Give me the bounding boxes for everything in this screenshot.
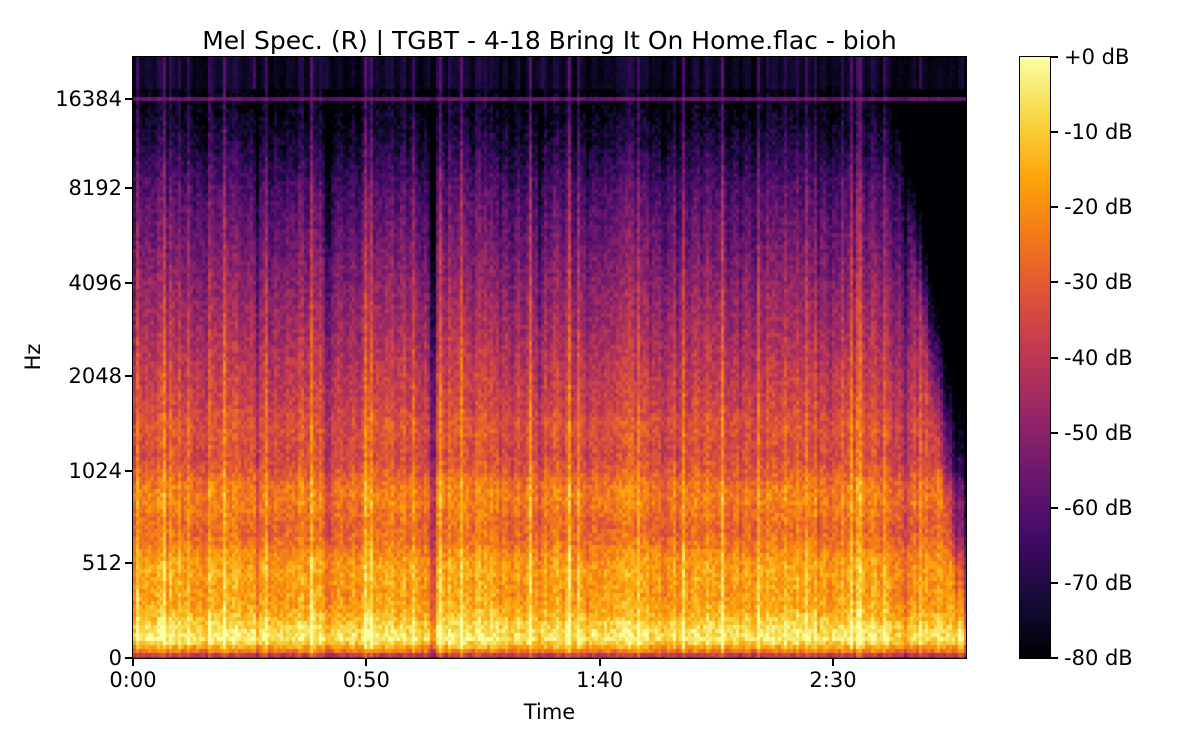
- colorbar-tick-mark: [1051, 131, 1058, 134]
- y-tick-label: 0: [108, 646, 122, 670]
- colorbar-tick-label: -70 dB: [1064, 570, 1133, 595]
- y-tick-mark: [125, 562, 132, 565]
- colorbar-tick-label: -20 dB: [1064, 195, 1133, 220]
- x-tick-label: 0:00: [109, 668, 157, 692]
- y-tick-label: 1024: [68, 458, 122, 483]
- y-tick-mark: [125, 97, 132, 100]
- colorbar-tick-label: -30 dB: [1064, 270, 1133, 295]
- y-tick-mark: [125, 281, 132, 284]
- colorbar-tick-mark: [1051, 431, 1058, 434]
- x-tick-mark: [132, 659, 134, 666]
- y-tick-label: 512: [81, 551, 122, 576]
- colorbar-tick-mark: [1051, 657, 1058, 659]
- x-tick-mark: [832, 659, 834, 666]
- colorbar-tick-mark: [1051, 356, 1058, 359]
- x-tick-mark: [598, 659, 601, 666]
- colorbar-tick-mark: [1051, 206, 1058, 209]
- y-tick-mark: [125, 657, 132, 659]
- colorbar-tick-mark: [1051, 56, 1058, 58]
- colorbar: [1019, 56, 1051, 659]
- y-tick-mark: [125, 374, 132, 377]
- colorbar-tick-label: -10 dB: [1064, 120, 1133, 145]
- y-tick-label: 2048: [68, 363, 122, 388]
- colorbar-tick-mark: [1051, 281, 1058, 284]
- colorbar-tick-label: -40 dB: [1064, 345, 1133, 370]
- x-tick-mark: [365, 659, 368, 666]
- colorbar-tick-label: -50 dB: [1064, 420, 1133, 445]
- x-tick-label: 0:50: [342, 668, 390, 692]
- colorbar-gradient: [1020, 57, 1050, 658]
- y-tick-label: 16384: [55, 86, 122, 111]
- colorbar-tick-label: +0 dB: [1064, 45, 1130, 69]
- x-tick-label: 1:40: [576, 668, 624, 692]
- colorbar-tick-label: -60 dB: [1064, 495, 1133, 520]
- colorbar-tick-mark: [1051, 506, 1058, 509]
- chart-title: Mel Spec. (R) | TGBT - 4-18 Bring It On …: [202, 26, 897, 55]
- spectrogram-canvas: [133, 57, 966, 658]
- y-tick-mark: [125, 469, 132, 472]
- colorbar-tick-label: -80 dB: [1064, 646, 1133, 670]
- y-tick-mark: [125, 187, 132, 190]
- plot-area: [132, 56, 967, 659]
- y-tick-label: 4096: [68, 270, 122, 295]
- x-tick-label: 2:30: [809, 668, 857, 692]
- y-tick-label: 8192: [68, 176, 122, 201]
- x-axis-label: Time: [523, 700, 576, 724]
- colorbar-tick-mark: [1051, 581, 1058, 584]
